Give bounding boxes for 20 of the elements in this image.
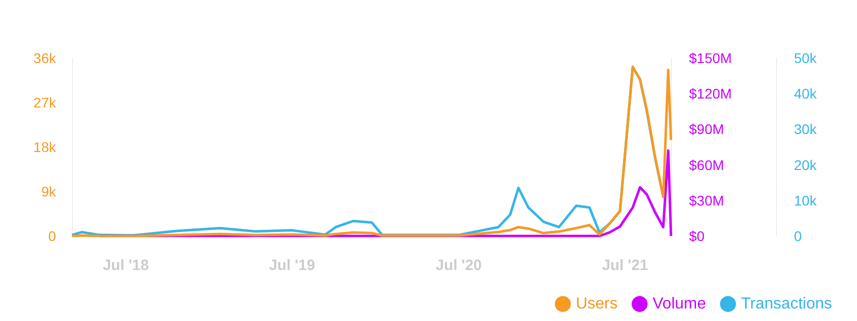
- y2-tick-label: $60M: [689, 156, 724, 173]
- y3-tick-label: 0: [794, 228, 802, 244]
- legend-label: Users: [576, 296, 618, 312]
- y3-tick-label: 20k: [794, 156, 818, 173]
- y-tick-label: 9k: [41, 184, 57, 200]
- y3-tick-label: 40k: [794, 86, 818, 102]
- y3-tick-label: 10k: [794, 192, 818, 208]
- y2-tick-label: $90M: [689, 121, 724, 138]
- legend-label: Transactions: [741, 296, 832, 312]
- y2-tick-label: $0: [689, 228, 705, 244]
- y-tick-label: 18k: [33, 139, 57, 155]
- y-tick-label: 27k: [33, 94, 57, 110]
- y3-tick-label: 30k: [794, 121, 818, 138]
- y-tick-label: 36k: [33, 50, 57, 66]
- y2-tick-label: $30M: [689, 192, 724, 208]
- y3-tick-label: 50k: [794, 50, 818, 66]
- legend-label: Volume: [652, 296, 706, 312]
- y2-tick-label: $150M: [689, 50, 732, 66]
- y-tick-label: 0: [48, 228, 56, 244]
- y2-tick-label: $120M: [689, 86, 732, 102]
